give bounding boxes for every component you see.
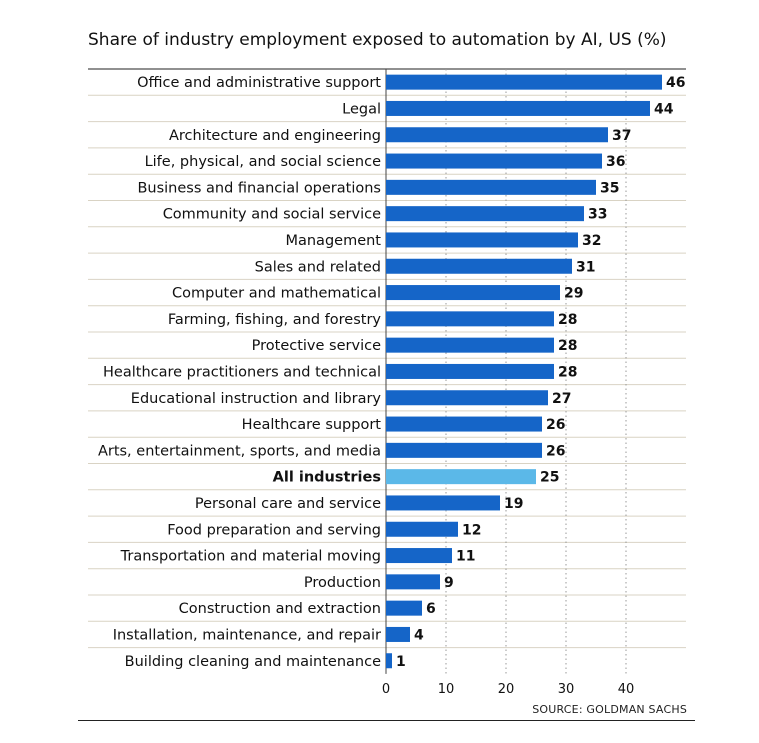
category-label: Personal care and service — [195, 496, 381, 512]
bar — [386, 153, 602, 169]
value-label: 27 — [552, 391, 571, 407]
category-label: Construction and extraction — [179, 601, 381, 617]
category-label: Computer and mathematical — [172, 286, 381, 302]
bar — [386, 337, 554, 353]
category-label: Transportation and material moving — [120, 549, 381, 565]
chart-title: Share of industry employment exposed to … — [88, 30, 667, 50]
category-label: Office and administrative support — [137, 75, 381, 91]
x-tick-label: 20 — [498, 682, 515, 697]
category-label: Installation, maintenance, and repair — [113, 627, 381, 643]
value-label: 6 — [426, 601, 436, 617]
bar — [386, 206, 584, 222]
x-tick-label: 10 — [438, 682, 455, 697]
x-tick-label: 0 — [382, 682, 390, 697]
x-tick-label: 40 — [618, 682, 635, 697]
value-label: 29 — [564, 286, 583, 302]
bar — [386, 574, 440, 590]
bar — [386, 416, 542, 432]
bar — [386, 469, 536, 485]
value-label: 25 — [540, 470, 559, 486]
value-label: 28 — [558, 312, 577, 328]
bar — [386, 100, 650, 116]
category-label: Legal — [342, 101, 381, 117]
value-label: 31 — [576, 259, 595, 275]
value-label: 44 — [654, 101, 674, 117]
bar — [386, 232, 578, 248]
category-label: Management — [285, 233, 381, 249]
value-label: 19 — [504, 496, 523, 512]
category-label: Food preparation and serving — [167, 522, 381, 538]
bar — [386, 285, 560, 301]
category-label: Healthcare practitioners and technical — [103, 364, 381, 380]
value-label: 9 — [444, 575, 454, 591]
value-label: 36 — [606, 154, 625, 170]
value-label: 46 — [666, 75, 685, 91]
category-label: Production — [304, 575, 381, 591]
value-label: 11 — [456, 549, 475, 565]
category-label: All industries — [273, 470, 381, 486]
bar — [386, 521, 458, 537]
value-label: 1 — [396, 654, 406, 670]
bar — [386, 495, 500, 511]
bar — [386, 258, 572, 274]
value-label: 12 — [462, 522, 481, 538]
bar — [386, 363, 554, 379]
category-label: Architecture and engineering — [169, 128, 381, 144]
bar — [386, 600, 422, 616]
source-note: SOURCE: GOLDMAN SACHS — [532, 703, 687, 716]
category-label: Protective service — [252, 338, 381, 354]
bar — [386, 74, 662, 90]
category-label: Life, physical, and social science — [145, 154, 381, 170]
category-label: Building cleaning and maintenance — [125, 654, 381, 670]
bar — [386, 127, 608, 143]
bar — [386, 390, 548, 406]
bar — [386, 442, 542, 458]
value-label: 33 — [588, 207, 607, 223]
value-label: 4 — [414, 627, 424, 643]
value-label: 32 — [582, 233, 601, 249]
value-label: 35 — [600, 180, 619, 196]
bar — [386, 653, 392, 669]
bar — [386, 548, 452, 564]
value-label: 26 — [546, 443, 565, 459]
category-label: Arts, entertainment, sports, and media — [98, 443, 381, 459]
value-label: 37 — [612, 128, 631, 144]
bar — [386, 311, 554, 327]
value-label: 28 — [558, 338, 577, 354]
category-label: Healthcare support — [242, 417, 382, 433]
category-label: Business and financial operations — [137, 180, 381, 196]
value-label: 26 — [546, 417, 565, 433]
x-tick-label: 30 — [558, 682, 575, 697]
category-label: Educational instruction and library — [131, 391, 382, 407]
bottom-rule — [78, 720, 695, 721]
bar — [386, 179, 596, 195]
category-label: Farming, fishing, and forestry — [168, 312, 382, 328]
value-label: 28 — [558, 364, 577, 380]
category-label: Community and social service — [163, 207, 381, 223]
bar — [386, 626, 410, 642]
category-label: Sales and related — [255, 259, 381, 275]
